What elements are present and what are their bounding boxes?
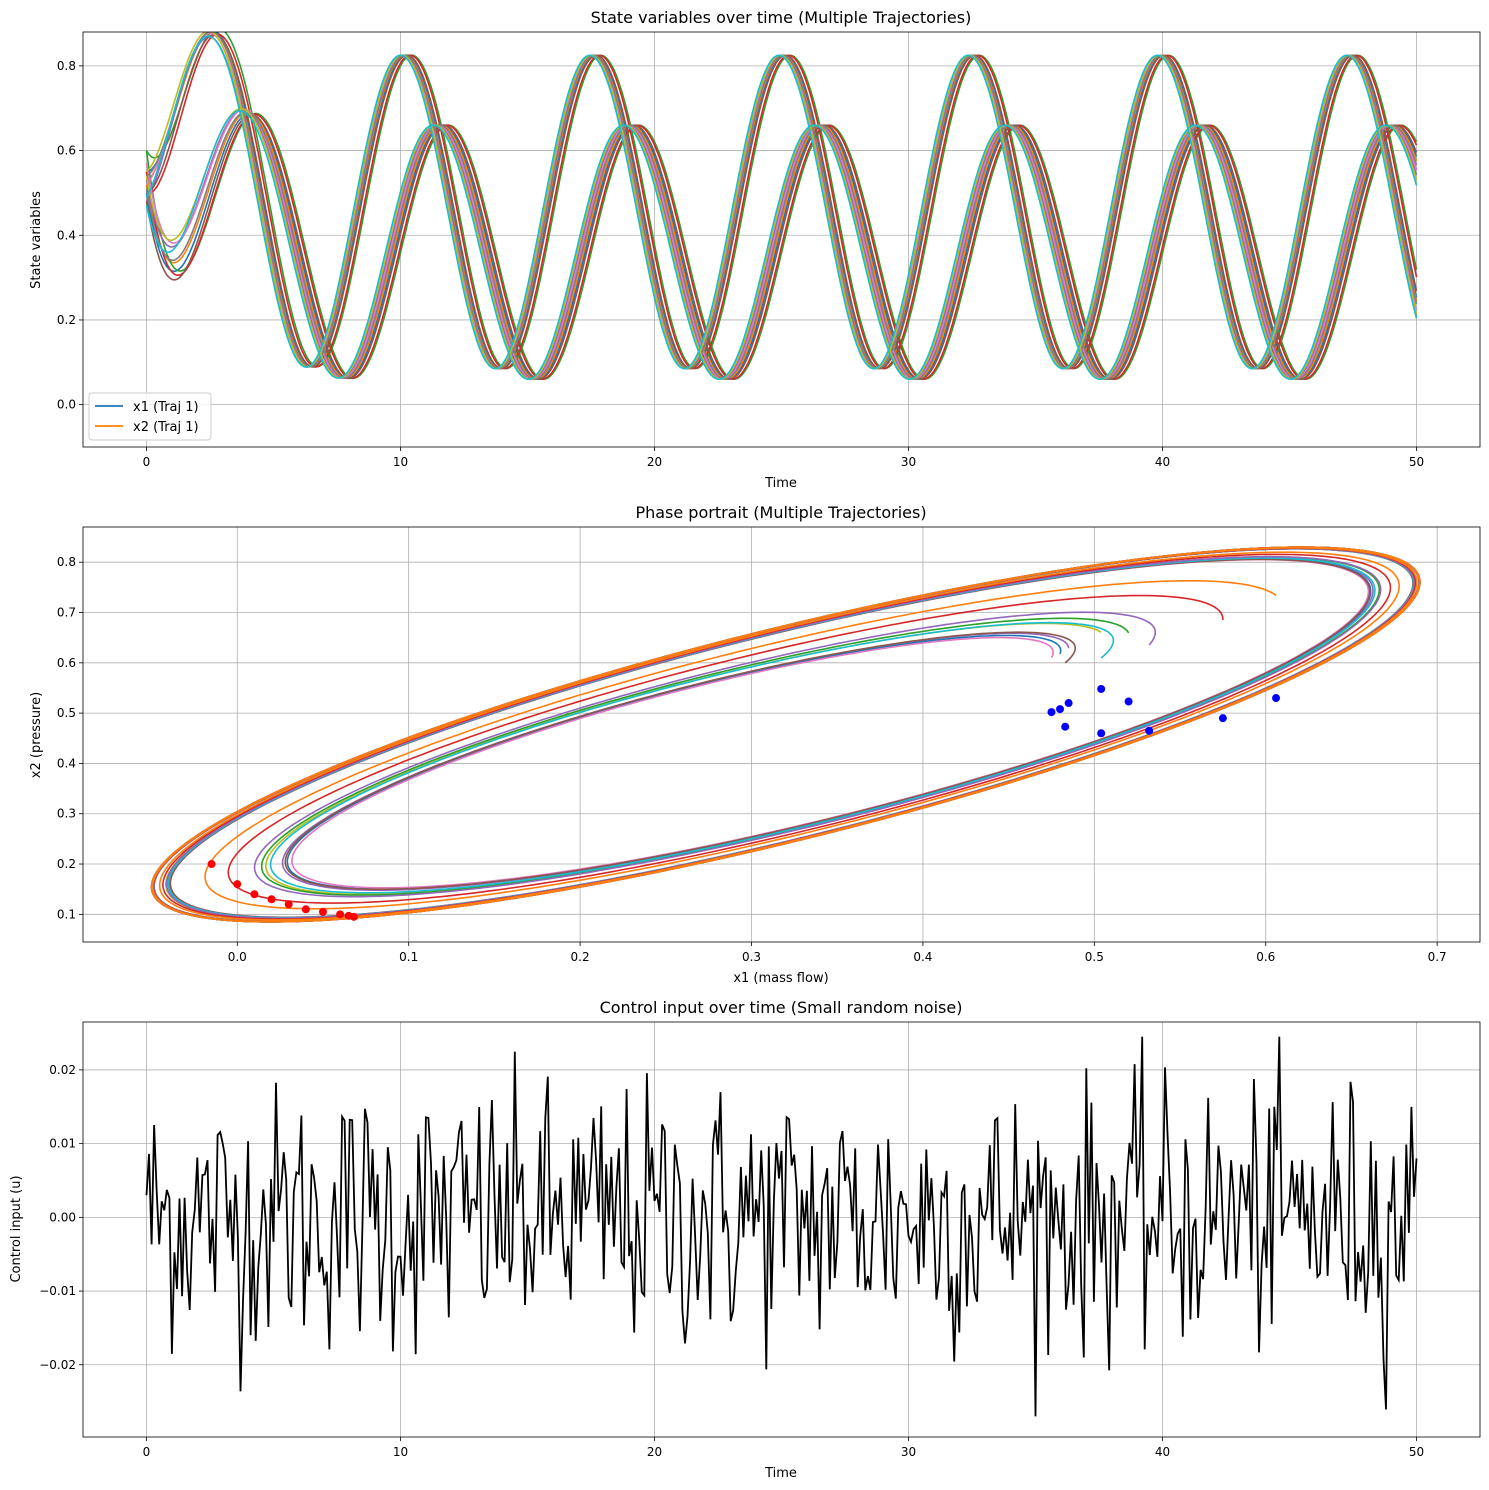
x-tick-label: 20: [647, 1445, 662, 1459]
control-input-line: [145, 1036, 1418, 1417]
x-tick-label: 0.5: [1085, 950, 1104, 964]
end-marker: [301, 905, 310, 914]
x-tick-label: 0: [143, 455, 151, 469]
x-tick-label: 0.6: [1256, 950, 1275, 964]
trajectory-line: [150, 546, 1421, 923]
y-axis-label: x2 (pressure): [29, 692, 44, 778]
series-group: [145, 1036, 1418, 1417]
x-tick-label: 20: [647, 455, 662, 469]
x2-series-line: [146, 33, 1418, 370]
y-tick-label: 0.01: [49, 1137, 76, 1151]
start-marker: [1124, 697, 1133, 706]
y-tick-label: 0.6: [57, 656, 76, 670]
y-tick-label: 0.0: [57, 398, 76, 412]
x-tick-label: 40: [1155, 455, 1170, 469]
trajectory-line: [150, 546, 1421, 923]
end-marker: [349, 912, 358, 921]
y-tick-label: 0.4: [57, 756, 76, 770]
x1-series-line: [145, 111, 1418, 381]
trajectory-line: [150, 546, 1421, 923]
start-marker: [1097, 684, 1106, 693]
x-axis-label: x1 (mass flow): [733, 971, 828, 986]
x2-series-line: [145, 32, 1418, 370]
start-marker: [1061, 722, 1070, 731]
x-tick-label: 0.0: [228, 950, 247, 964]
end-marker: [318, 907, 327, 916]
y-tick-label: 0.6: [57, 144, 76, 158]
y-tick-label: 0.7: [57, 606, 76, 620]
x-axis-label: Time: [764, 1466, 797, 1481]
end-marker: [267, 895, 276, 904]
axes-frame: [82, 31, 1481, 448]
end-marker: [233, 880, 242, 889]
trajectory-line: [150, 546, 1421, 923]
chart-title: Control input over time (Small random no…: [600, 998, 963, 1017]
x-tick-label: 50: [1409, 455, 1424, 469]
start-marker: [1097, 729, 1106, 738]
legend-box: [88, 392, 212, 441]
x-tick-label: 0.2: [571, 950, 590, 964]
y-tick-label: 0.2: [57, 313, 76, 327]
y-tick-label: 0.8: [57, 555, 76, 569]
y-tick-label: 0.2: [57, 857, 76, 871]
x-tick-label: 30: [901, 455, 916, 469]
trajectory-line: [150, 546, 1421, 923]
chart-title: State variables over time (Multiple Traj…: [591, 8, 972, 27]
start-marker: [1064, 699, 1073, 708]
y-tick-label: −0.01: [39, 1284, 76, 1298]
x-tick-label: 10: [393, 455, 408, 469]
start-marker: [1056, 705, 1065, 714]
x1-series-line: [145, 109, 1418, 381]
y-axis-label: Control input (u): [9, 1175, 24, 1282]
trajectory-line: [151, 546, 1421, 923]
control-input-chart: Control input over time (Small random no…: [9, 998, 1481, 1481]
x1-series-line: [145, 108, 1418, 381]
y-tick-label: 0.1: [57, 907, 76, 921]
end-marker: [284, 900, 293, 909]
trajectory-line: [151, 546, 1421, 923]
trajectory-line: [150, 546, 1421, 923]
y-axis-label: State variables: [29, 191, 44, 289]
x-tick-label: 0.4: [913, 950, 932, 964]
x-tick-label: 0.1: [399, 950, 418, 964]
series-group: [145, 32, 1418, 381]
end-marker: [250, 890, 259, 899]
state-variables-chart: State variables over time (Multiple Traj…: [29, 8, 1481, 491]
trajectory-line: [150, 546, 1421, 923]
start-marker: [1218, 714, 1227, 723]
end-marker: [207, 860, 216, 869]
chart-title: Phase portrait (Multiple Trajectories): [635, 503, 926, 522]
y-tick-label: 0.8: [57, 59, 76, 73]
x-tick-label: 0: [143, 1445, 151, 1459]
x-tick-label: 50: [1409, 1445, 1424, 1459]
axes-frame: [82, 1021, 1481, 1438]
x-tick-label: 40: [1155, 1445, 1170, 1459]
x-tick-label: 0.7: [1428, 950, 1447, 964]
legend-entry: x2 (Traj 1): [133, 420, 199, 435]
y-tick-label: 0.4: [57, 228, 76, 242]
x-tick-label: 10: [393, 1445, 408, 1459]
x1-series-line: [145, 108, 1418, 381]
series-group: [150, 546, 1421, 923]
y-tick-label: −0.02: [39, 1358, 76, 1372]
y-tick-label: 0.00: [49, 1210, 76, 1224]
y-tick-label: 0.02: [49, 1063, 76, 1077]
phase-portrait-chart: Phase portrait (Multiple Trajectories) x…: [29, 503, 1481, 986]
start-marker: [1272, 694, 1281, 703]
x2-series-line: [145, 35, 1418, 370]
start-marker: [1145, 726, 1154, 735]
y-tick-label: 0.5: [57, 706, 76, 720]
trajectory-line: [150, 546, 1421, 923]
legend: x1 (Traj 1) x2 (Traj 1): [88, 392, 212, 441]
x-tick-label: 30: [901, 1445, 916, 1459]
x-axis-label: Time: [764, 476, 797, 491]
legend-entry: x1 (Traj 1): [133, 400, 199, 415]
start-marker: [1047, 708, 1056, 717]
end-marker: [336, 910, 345, 919]
x1-series-line: [145, 109, 1418, 381]
x-tick-label: 0.3: [742, 950, 761, 964]
axes-frame: [82, 526, 1481, 943]
y-tick-label: 0.3: [57, 807, 76, 821]
